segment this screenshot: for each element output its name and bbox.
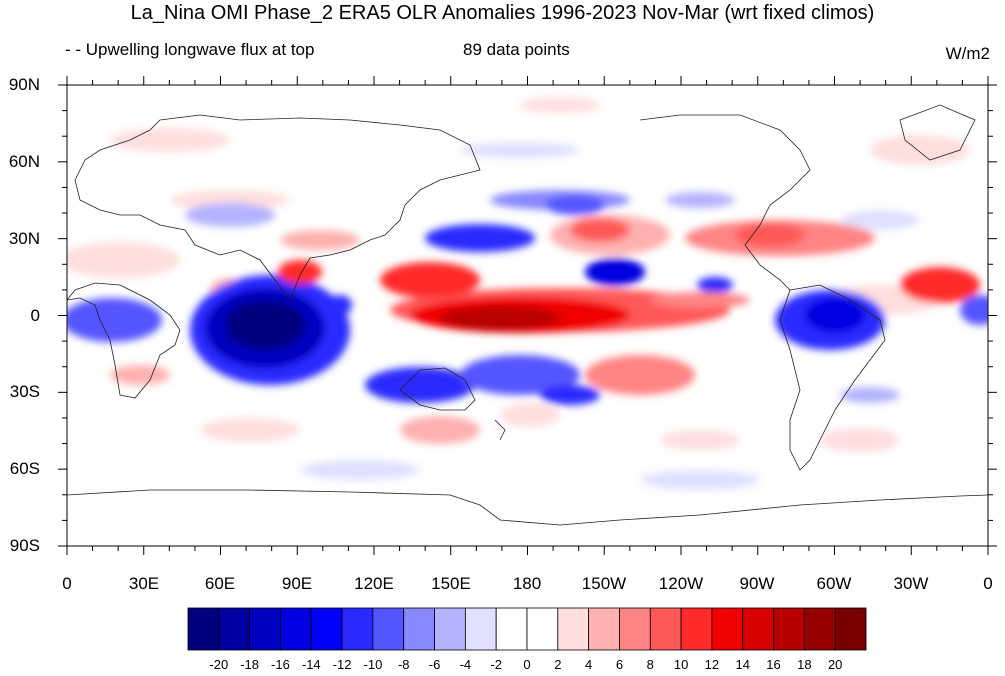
colorbar-tick-label: -18 <box>240 657 260 672</box>
colorbar-swatch <box>403 607 435 651</box>
colorbar-tick-label: 18 <box>797 657 812 672</box>
lat-label-30s: 30S <box>9 382 40 401</box>
colorbar-swatch <box>310 607 343 651</box>
colorbar-swatch <box>372 607 405 651</box>
colorbar-tick-label: 8 <box>646 657 654 672</box>
lon-label-0-right: 0 <box>983 574 993 593</box>
colorbar-swatch <box>464 607 497 651</box>
lat-label-30n: 30N <box>8 229 40 248</box>
colorbar-tick-label: -16 <box>271 657 290 672</box>
colorbar-swatch <box>495 607 528 651</box>
colorbar-tick-label: -8 <box>397 657 410 672</box>
lon-label-60e: 60E <box>204 574 236 593</box>
colorbar-swatch <box>557 607 590 651</box>
colorbar-swatch <box>742 607 774 651</box>
colorbar-swatch <box>187 607 220 651</box>
colorbar-tick-label: -6 <box>428 657 441 672</box>
lon-label-30w: 30W <box>893 574 929 593</box>
lon-label-120e: 120E <box>354 574 394 593</box>
lon-label-90e: 90E <box>281 574 313 593</box>
colorbar <box>187 607 867 651</box>
colorbar-tick-label: 14 <box>735 657 750 672</box>
colorbar-tick-label: 6 <box>615 657 624 672</box>
colorbar-swatch <box>649 607 682 651</box>
colorbar-tick-label: -10 <box>363 657 383 672</box>
anomaly-field <box>67 85 988 546</box>
colorbar-tick-label: 2 <box>554 657 562 672</box>
data-points-label: 89 data points <box>463 40 570 59</box>
colorbar-tick-label: -20 <box>209 657 229 672</box>
colorbar-tick-label: 12 <box>704 657 720 672</box>
map-title: La_Nina OMI Phase_2 ERA5 OLR Anomalies 1… <box>130 2 875 24</box>
lat-label-90n: 90N <box>8 75 40 94</box>
colorbar-tick-label: -4 <box>459 657 472 672</box>
colorbar-tick-label: 20 <box>827 657 843 672</box>
colorbar-swatch <box>834 607 867 651</box>
colorbar-swatch <box>619 607 651 651</box>
colorbar-swatch <box>803 607 836 651</box>
colorbar-swatch <box>434 607 466 651</box>
lon-label-30e: 30E <box>128 574 160 593</box>
lon-label-60w: 60W <box>816 574 852 593</box>
colorbar-tick-label: 4 <box>585 657 593 672</box>
lat-label-90s: 90S <box>9 536 40 555</box>
lon-label-0: 0 <box>62 574 72 593</box>
lon-label-150w: 150W <box>581 574 627 593</box>
colorbar-swatch <box>680 607 713 651</box>
lon-label-180: 180 <box>512 574 542 593</box>
colorbar-tick-label: -14 <box>301 657 321 672</box>
colorbar-tick-label: 16 <box>766 657 781 672</box>
lon-label-90w: 90W <box>739 574 775 593</box>
colorbar-swatch <box>526 607 559 651</box>
colorbar-swatch <box>588 607 620 651</box>
colorbar-swatch <box>218 607 251 651</box>
map-frame <box>58 76 997 555</box>
lat-label-60n: 60N <box>8 152 40 171</box>
colorbar-tick-label: -12 <box>332 657 352 672</box>
lat-label-equator: 0 <box>30 306 40 325</box>
variable-subtitle: - - Upwelling longwave flux at top <box>65 40 315 59</box>
colorbar-swatch <box>773 607 805 651</box>
coastlines <box>67 104 988 526</box>
colorbar-swatch <box>341 607 374 651</box>
lon-label-120w: 120W <box>658 574 704 593</box>
units-label: W/m2 <box>945 44 990 63</box>
colorbar-swatch <box>280 607 312 651</box>
colorbar-tick-label: 10 <box>673 657 689 672</box>
colorbar-tick-label: -2 <box>490 657 502 672</box>
lat-label-60s: 60S <box>9 459 40 478</box>
colorbar-swatch <box>711 607 744 651</box>
lon-label-150e: 150E <box>431 574 471 593</box>
colorbar-swatch <box>249 607 281 651</box>
colorbar-tick-label: 0 <box>523 657 531 672</box>
